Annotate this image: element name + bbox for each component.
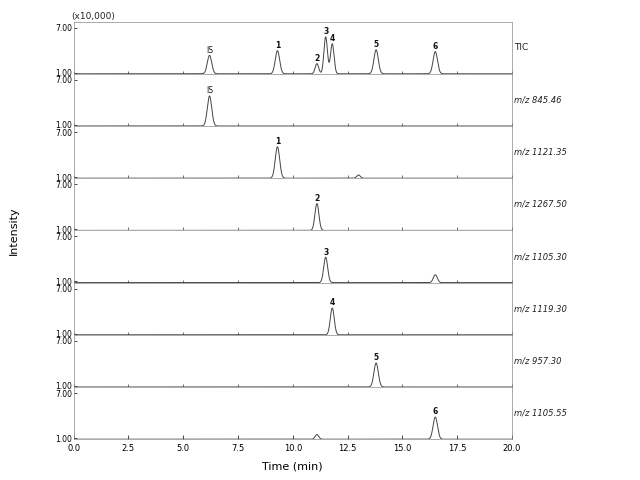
Text: 3: 3 — [323, 248, 328, 257]
Text: m/z 1119.30: m/z 1119.30 — [514, 304, 567, 313]
Text: m/z 957.30: m/z 957.30 — [514, 356, 562, 365]
Text: Intensity: Intensity — [9, 206, 19, 255]
Text: Time (min): Time (min) — [262, 461, 323, 471]
Text: 2: 2 — [314, 54, 319, 63]
Text: 1: 1 — [275, 137, 280, 146]
Text: 4: 4 — [330, 34, 335, 43]
Text: m/z 1105.30: m/z 1105.30 — [514, 252, 567, 261]
Text: IS: IS — [206, 46, 213, 55]
Text: 6: 6 — [433, 408, 438, 417]
Text: 1: 1 — [275, 41, 280, 50]
Text: m/z 1105.55: m/z 1105.55 — [514, 408, 567, 418]
Text: 6: 6 — [433, 42, 438, 51]
Text: 4: 4 — [330, 299, 335, 307]
Text: IS: IS — [206, 86, 213, 96]
Text: 2: 2 — [314, 194, 319, 203]
Text: m/z 845.46: m/z 845.46 — [514, 96, 562, 105]
Text: 5: 5 — [374, 353, 379, 362]
Text: 5: 5 — [374, 40, 379, 49]
Text: TIC: TIC — [514, 43, 529, 52]
Text: 3: 3 — [323, 27, 328, 36]
Text: (x10,000): (x10,000) — [72, 12, 115, 21]
Text: m/z 1267.50: m/z 1267.50 — [514, 200, 567, 209]
Text: m/z 1121.35: m/z 1121.35 — [514, 148, 567, 156]
